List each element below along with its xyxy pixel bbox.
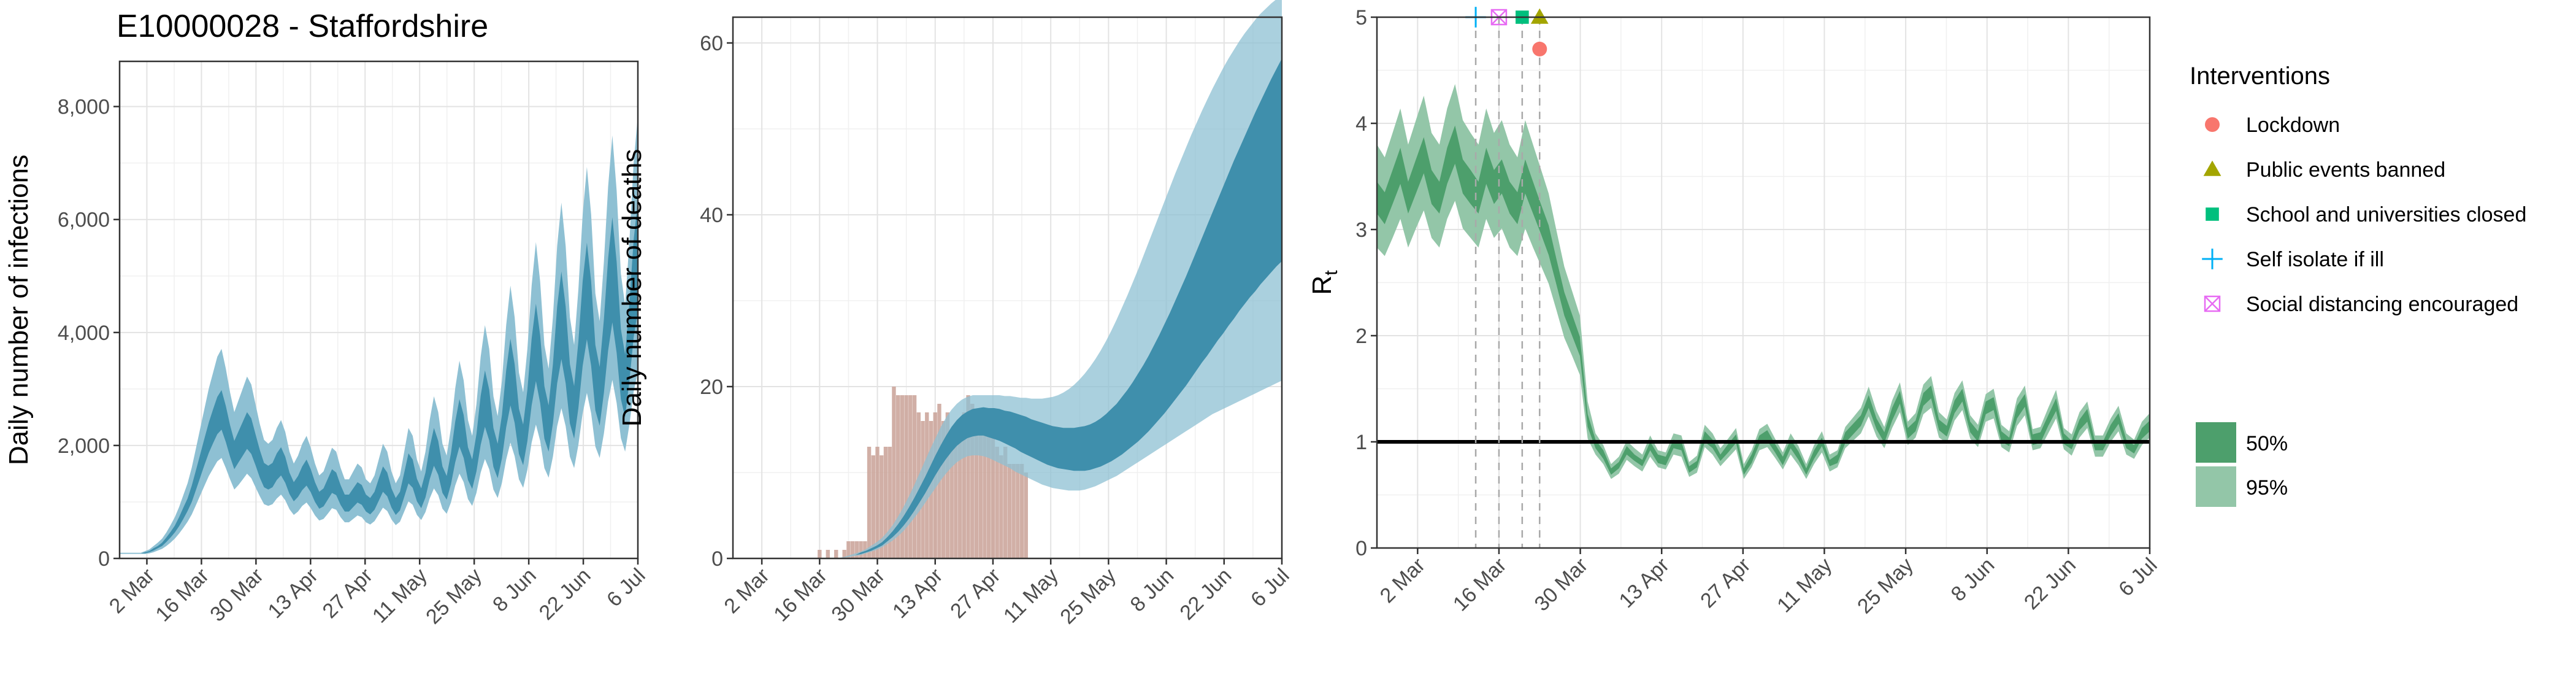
legend-marker bbox=[2202, 249, 2223, 269]
legend-band-label: 95% bbox=[2246, 476, 2288, 500]
death-bar bbox=[854, 541, 859, 558]
y-tick-label: 2,000 bbox=[58, 434, 110, 458]
death-bar bbox=[818, 550, 822, 558]
panel-border bbox=[118, 60, 639, 560]
death-bar bbox=[1007, 464, 1012, 558]
intervention-marker bbox=[1530, 8, 1549, 24]
death-bar bbox=[1003, 447, 1008, 558]
legend-item-label: Public events banned bbox=[2246, 158, 2445, 182]
deaths-band-50 bbox=[733, 58, 1282, 558]
death-bar bbox=[1019, 464, 1024, 558]
y-tick-label: 20 bbox=[700, 376, 723, 399]
legend-marker bbox=[2203, 160, 2221, 176]
y-tick-label: 0 bbox=[98, 547, 110, 571]
death-bar bbox=[1024, 473, 1028, 558]
legend-marker-d2 bbox=[2204, 296, 2220, 312]
death-bar bbox=[999, 455, 1003, 558]
death-bar bbox=[850, 541, 855, 558]
death-bar bbox=[966, 395, 970, 558]
rt-band-50 bbox=[1377, 125, 2150, 475]
death-bar bbox=[954, 430, 958, 558]
legend-marker bbox=[2206, 207, 2219, 221]
y-tick-label: 6,000 bbox=[58, 209, 110, 232]
death-bar bbox=[887, 447, 892, 558]
death-bar bbox=[962, 412, 967, 558]
legend-bands: 50% 95% bbox=[2196, 422, 2288, 507]
death-bar bbox=[883, 447, 888, 558]
intervention-marker bbox=[1532, 41, 1547, 56]
legend-marker-box bbox=[2204, 295, 2221, 312]
death-bar bbox=[949, 430, 954, 558]
y-tick-label: 0 bbox=[711, 547, 723, 571]
panel-border bbox=[732, 16, 1283, 560]
y-tick-label: 40 bbox=[700, 204, 723, 227]
death-bar bbox=[957, 430, 962, 558]
death-bar bbox=[892, 387, 896, 558]
legend-item-label: Self isolate if ill bbox=[2246, 248, 2384, 271]
legend: Interventions Lockdown Public events bann… bbox=[2190, 63, 2526, 507]
legend-item-label: Social distancing encouraged bbox=[2246, 293, 2518, 316]
y-tick-label: 4,000 bbox=[58, 322, 110, 345]
death-bar bbox=[904, 395, 908, 558]
legend-title: Interventions bbox=[2190, 63, 2330, 90]
death-bar bbox=[871, 455, 875, 558]
y-tick-label: 1 bbox=[1355, 431, 1367, 454]
y-tick-label: 8,000 bbox=[58, 96, 110, 119]
legend-band-swatch bbox=[2196, 466, 2236, 507]
death-bar bbox=[834, 550, 838, 558]
y-tick-label: 60 bbox=[700, 32, 723, 55]
death-bar bbox=[842, 550, 846, 558]
death-bar bbox=[908, 395, 913, 558]
death-bar bbox=[1016, 464, 1020, 558]
y-axis-label: Daily number of infections bbox=[4, 155, 34, 465]
legend-band-swatch bbox=[2196, 422, 2236, 463]
death-bar bbox=[826, 550, 830, 558]
infections-band-50 bbox=[120, 201, 638, 554]
deaths-bars bbox=[818, 387, 1028, 558]
death-bar bbox=[991, 430, 995, 558]
death-bar bbox=[867, 447, 872, 558]
y-tick-label: 2 bbox=[1355, 325, 1367, 348]
death-bar bbox=[846, 541, 851, 558]
death-bar bbox=[900, 395, 905, 558]
death-bar bbox=[970, 404, 975, 558]
y-tick-label: 5 bbox=[1355, 6, 1367, 29]
death-bar bbox=[941, 421, 946, 558]
legend-item-label: School and universities closed bbox=[2246, 203, 2526, 226]
death-bar bbox=[880, 455, 884, 558]
death-bar bbox=[875, 447, 880, 558]
legend-marker bbox=[2204, 295, 2221, 312]
y-axis-label: Daily number of deaths bbox=[617, 149, 647, 426]
death-bar bbox=[987, 421, 991, 558]
death-bar bbox=[974, 412, 979, 558]
death-bar bbox=[945, 412, 950, 558]
legend-interventions: Lockdown Public events banned School and u… bbox=[2202, 114, 2526, 316]
legend-band-label: 50% bbox=[2246, 432, 2288, 455]
death-bar bbox=[895, 395, 900, 558]
death-bar bbox=[983, 412, 987, 558]
y-tick-label: 3 bbox=[1355, 218, 1367, 242]
legend-item-label: Lockdown bbox=[2246, 114, 2340, 137]
y-tick-label: 4 bbox=[1355, 112, 1367, 136]
death-bar bbox=[978, 421, 983, 558]
death-bar bbox=[1011, 464, 1016, 558]
panel-border bbox=[1376, 16, 2151, 549]
death-bar bbox=[995, 447, 999, 558]
legend-marker bbox=[2205, 117, 2220, 132]
death-bar bbox=[859, 541, 863, 558]
figure-title: E10000028 - Staffordshire bbox=[117, 9, 488, 44]
y-tick-label: 0 bbox=[1355, 537, 1367, 560]
y-axis-label: Rt bbox=[1307, 270, 1341, 295]
death-bar bbox=[912, 395, 917, 558]
